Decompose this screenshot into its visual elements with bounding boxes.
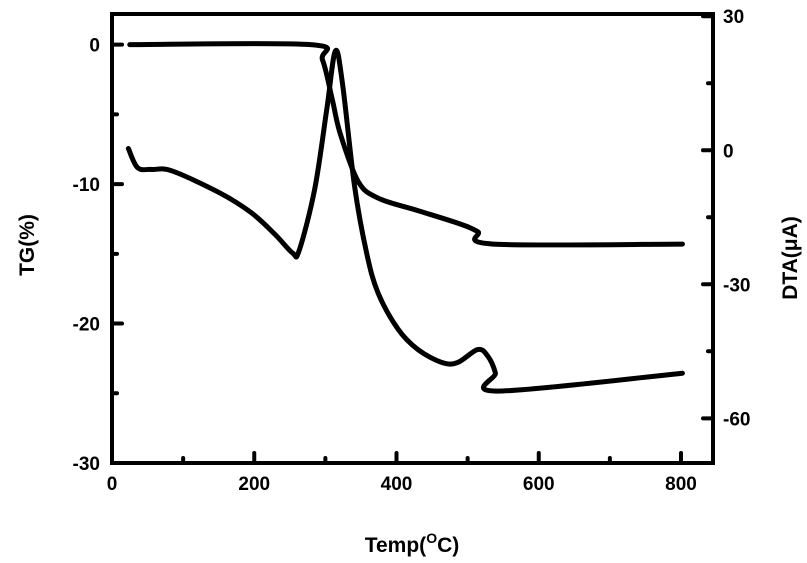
y-left-tick-label: 0 (89, 36, 100, 57)
y-left-tick-label: -20 (73, 315, 100, 336)
y-left-tick-label: -30 (73, 454, 100, 475)
plot-frame (110, 12, 715, 465)
y-left-axis-title: TG(%) (16, 214, 39, 276)
y-right-tick-label: 30 (723, 7, 744, 28)
x-tick-label: 400 (381, 474, 413, 495)
y-left-tick-label: -10 (73, 175, 100, 196)
tick-labels: 0 200 400 600 800 0 -10 -20 -30 30 0 -30 -60 (73, 7, 751, 495)
series-line-tg (127, 41, 685, 248)
x-tick-label: 800 (665, 474, 697, 495)
x-axis-title: Temp(OC) (365, 530, 460, 557)
y-right-tick-label: -60 (723, 409, 750, 430)
y-right-tick-label: 0 (723, 141, 734, 162)
x-tick-label: 200 (238, 474, 270, 495)
series-line-dta (125, 47, 685, 394)
x-tick-label: 600 (523, 474, 555, 495)
x-tick-label: 0 (107, 474, 118, 495)
series (125, 41, 685, 394)
ticks (110, 14, 715, 465)
y-right-axis-title: DTA(μA) (779, 216, 802, 300)
y-right-tick-label: -30 (723, 275, 750, 296)
